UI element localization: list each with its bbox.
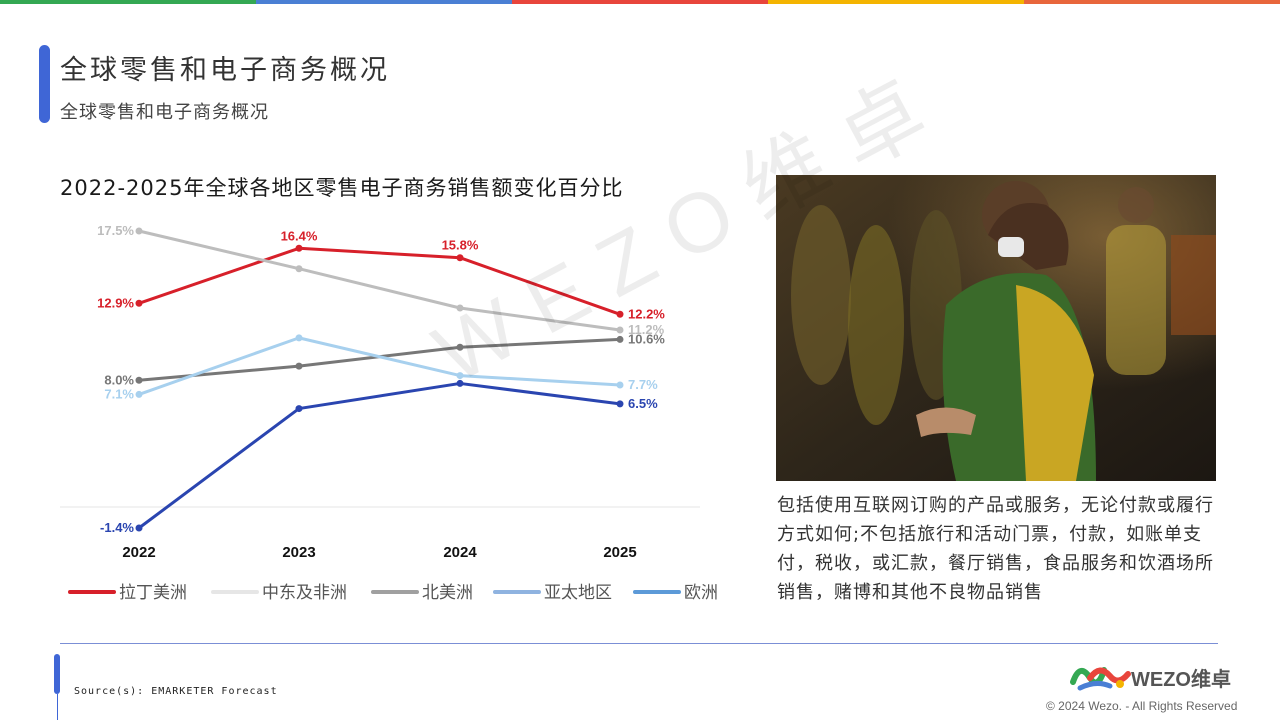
data-point-2-3 — [616, 335, 624, 343]
data-label-1-0: 17.5% — [97, 223, 134, 238]
chart-title: 2022-2025年全球各地区零售电子商务销售额变化百分比 — [60, 176, 624, 200]
photo-protest-crowd — [776, 175, 1216, 481]
series-line-2 — [138, 337, 621, 382]
data-label-1-3: 11.2% — [628, 322, 665, 337]
footer-vertical-line — [57, 694, 58, 720]
data-label-0-1: 16.4% — [281, 228, 318, 243]
title-accent-bar — [39, 45, 50, 123]
x-tick-label-2: 2024 — [443, 544, 477, 561]
data-point-3-1 — [295, 334, 303, 342]
top-color-bar — [0, 0, 1280, 4]
footer-accent-bar — [54, 654, 60, 694]
x-tick-label-0: 2022 — [122, 544, 155, 561]
data-point-4-1 — [295, 405, 303, 413]
wezo-logo-icon — [1070, 667, 1131, 691]
legend-label-2: 北美洲 — [422, 583, 473, 602]
data-label-3-3: 7.7% — [628, 377, 658, 392]
data-point-0-0 — [135, 299, 143, 307]
data-label-0-3: 12.2% — [628, 306, 665, 321]
data-point-0-3 — [616, 310, 624, 318]
data-point-3-2 — [456, 372, 464, 380]
data-label-3-0: 7.1% — [104, 386, 134, 401]
source-note: Source(s): EMARKETER Forecast — [74, 686, 278, 697]
page-subtitle: 全球零售和电子商务概况 — [60, 102, 269, 123]
series-line-4 — [138, 381, 621, 530]
legend-label-1: 中东及非洲 — [262, 583, 347, 602]
legend-label-4: 欧洲 — [684, 583, 718, 602]
series-line-3 — [138, 336, 621, 396]
data-label-4-3: 6.5% — [628, 396, 658, 411]
data-point-1-1 — [295, 265, 303, 273]
series-line-0 — [138, 246, 621, 316]
data-label-0-2: 15.8% — [442, 238, 479, 253]
brand-name: WEZO维卓 — [1131, 669, 1231, 691]
x-tick-label-3: 2025 — [603, 544, 636, 561]
data-label-2-0: 8.0% — [104, 372, 134, 387]
data-point-3-3 — [616, 381, 624, 389]
data-point-2-1 — [295, 362, 303, 370]
data-point-2-2 — [456, 343, 464, 351]
data-point-1-0 — [135, 227, 143, 235]
data-point-0-1 — [295, 244, 303, 252]
data-point-3-0 — [135, 390, 143, 398]
data-point-1-2 — [456, 304, 464, 312]
data-point-1-3 — [616, 326, 624, 334]
data-point-4-2 — [456, 379, 464, 387]
series-line-1 — [138, 229, 621, 332]
data-label-0-0: 12.9% — [97, 295, 134, 310]
data-point-4-0 — [135, 524, 143, 532]
data-label-4-0: -1.4% — [100, 520, 134, 535]
footer-divider — [60, 643, 1218, 644]
data-label-2-3: 10.6% — [628, 331, 665, 346]
legend-label-0: 拉丁美洲 — [119, 583, 187, 602]
description-text: 包括使用互联网订购的产品或服务，无论付款或履行方式如何;不包括旅行和活动门票，付… — [777, 495, 1214, 603]
data-point-0-2 — [456, 254, 464, 262]
legend-label-3: 亚太地区 — [544, 583, 612, 602]
data-point-4-3 — [616, 400, 624, 408]
page-title: 全球零售和电子商务概况 — [60, 55, 390, 86]
line-chart: 12.9% 16.4% 15.8% 12.2% 17.5% 11.2% 8.0% 10.6% 7… — [60, 223, 718, 602]
data-point-2-0 — [135, 376, 143, 384]
copyright: © 2024 Wezo. - All Rights Reserved — [1046, 699, 1238, 713]
x-tick-label-1: 2023 — [282, 544, 315, 561]
